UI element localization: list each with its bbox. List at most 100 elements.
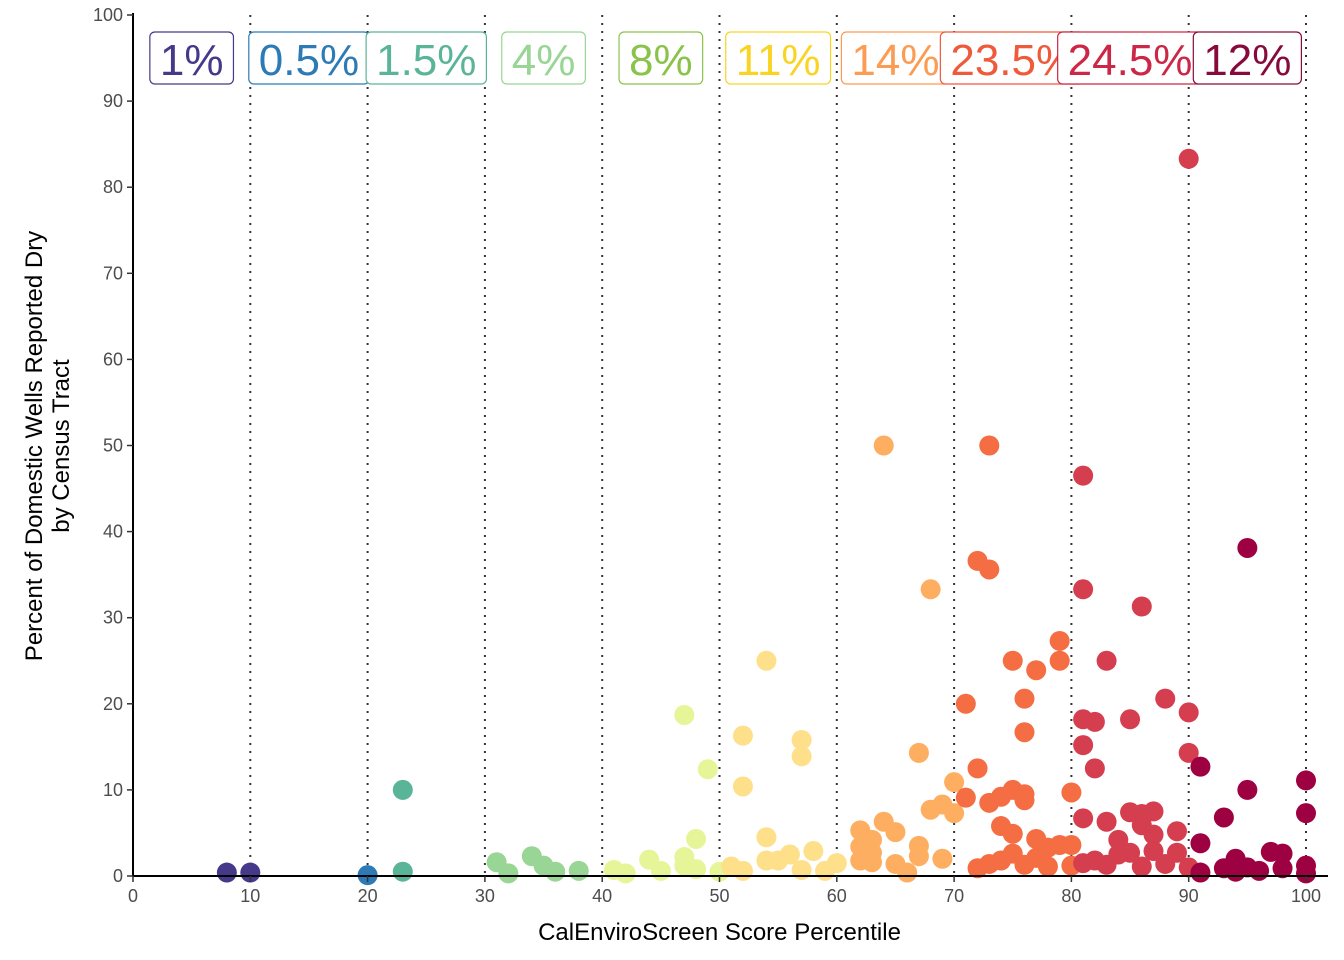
y-tick-label: 50 [103,436,123,456]
data-point [1190,833,1211,854]
data-point [1073,735,1094,756]
data-point [1190,756,1211,777]
band-label-box [365,31,487,85]
y-tick-label: 60 [103,349,123,369]
data-point [1178,742,1199,763]
data-point [1049,650,1070,671]
data-point [791,859,812,880]
y-axis-title-line-1: Percent of Domestic Wells Reported Dry [21,231,48,661]
data-point [1237,537,1258,558]
band-label: 1.5% [365,31,487,85]
data-point [861,852,882,873]
data-point [1190,862,1211,883]
data-point [1166,842,1187,863]
data-point [932,848,953,869]
data-point [1178,148,1199,169]
data-point [1096,811,1117,832]
data-point [1166,821,1187,842]
y-tick-label: 0 [113,866,123,886]
data-point [1213,807,1234,828]
data-point [1155,688,1176,709]
x-tick-label: 0 [128,886,138,906]
data-point [967,758,988,779]
data-point [1131,596,1152,617]
data-point [756,827,777,848]
data-point [1073,579,1094,600]
band-label-box [501,31,586,85]
data-point [1002,823,1023,844]
data-point [1272,858,1293,879]
data-point [1120,709,1141,730]
data-point [920,579,941,600]
band-label-text: 8% [629,36,693,85]
data-point [1037,856,1058,877]
y-tick-label: 30 [103,608,123,628]
band-label: 12% [1192,31,1302,85]
data-point [1026,660,1047,681]
data-point [1073,465,1094,486]
band-label-text: 14% [851,36,939,85]
band-label-box [725,31,832,85]
data-point [392,779,413,800]
data-point [1014,722,1035,743]
band-label-text: 1.5% [376,36,476,85]
data-point [1143,841,1164,862]
data-point [1084,711,1105,732]
band-label-box [618,31,704,85]
data-point [732,776,753,797]
y-tick-label: 20 [103,694,123,714]
data-point [392,861,413,882]
band-label-text: 11% [736,36,821,85]
x-tick-label: 50 [709,886,729,906]
data-point [1178,702,1199,723]
data-point [944,803,965,824]
data-point [1120,842,1141,863]
band-label-box [1192,31,1302,85]
band-label-text: 12% [1203,36,1291,85]
data-point [779,844,800,865]
data-point [1002,650,1023,671]
data-point [873,435,894,456]
data-point [568,860,589,881]
x-tick-label: 100 [1291,886,1321,906]
band-label: 11% [725,31,832,85]
data-point [944,772,965,793]
data-point [1131,856,1152,877]
data-point [955,787,976,808]
data-point [1143,801,1164,822]
data-point [1014,688,1035,709]
data-point [791,729,812,750]
data-point [1049,630,1070,651]
data-point [979,559,1000,580]
data-point [498,863,519,884]
data-point [1061,835,1082,856]
band-label-text: 23.5% [950,36,1075,85]
data-point [756,650,777,671]
band-label-text: 4% [512,36,576,85]
data-point [674,704,695,725]
data-point [1143,824,1164,845]
y-tick-label: 80 [103,177,123,197]
data-point [979,435,1000,456]
x-tick-label: 70 [944,886,964,906]
data-point [885,822,906,843]
y-tick-label: 100 [93,5,123,25]
data-point [686,859,707,880]
band-label: 0.5% [248,31,370,85]
x-tick-label: 10 [240,886,260,906]
x-axis-title: CalEnviroScreen Score Percentile [538,919,901,946]
data-point [1249,860,1270,881]
data-point [545,861,566,882]
data-point [1296,863,1316,884]
y-axis-ticks: 0 10 20 30 40 50 60 70 80 90 100 [93,5,133,886]
band-label-box [149,31,235,85]
data-point [897,862,918,883]
band-label: 1% [149,31,235,85]
data-points [216,148,1316,886]
x-axis-ticks: 0 10 20 30 40 50 60 70 80 90 100 [128,876,1321,906]
data-point [791,746,812,767]
decile-boundary-lines [249,15,1307,876]
band-label-text: 1% [160,36,224,85]
data-point [1014,790,1035,811]
data-point [732,860,753,881]
